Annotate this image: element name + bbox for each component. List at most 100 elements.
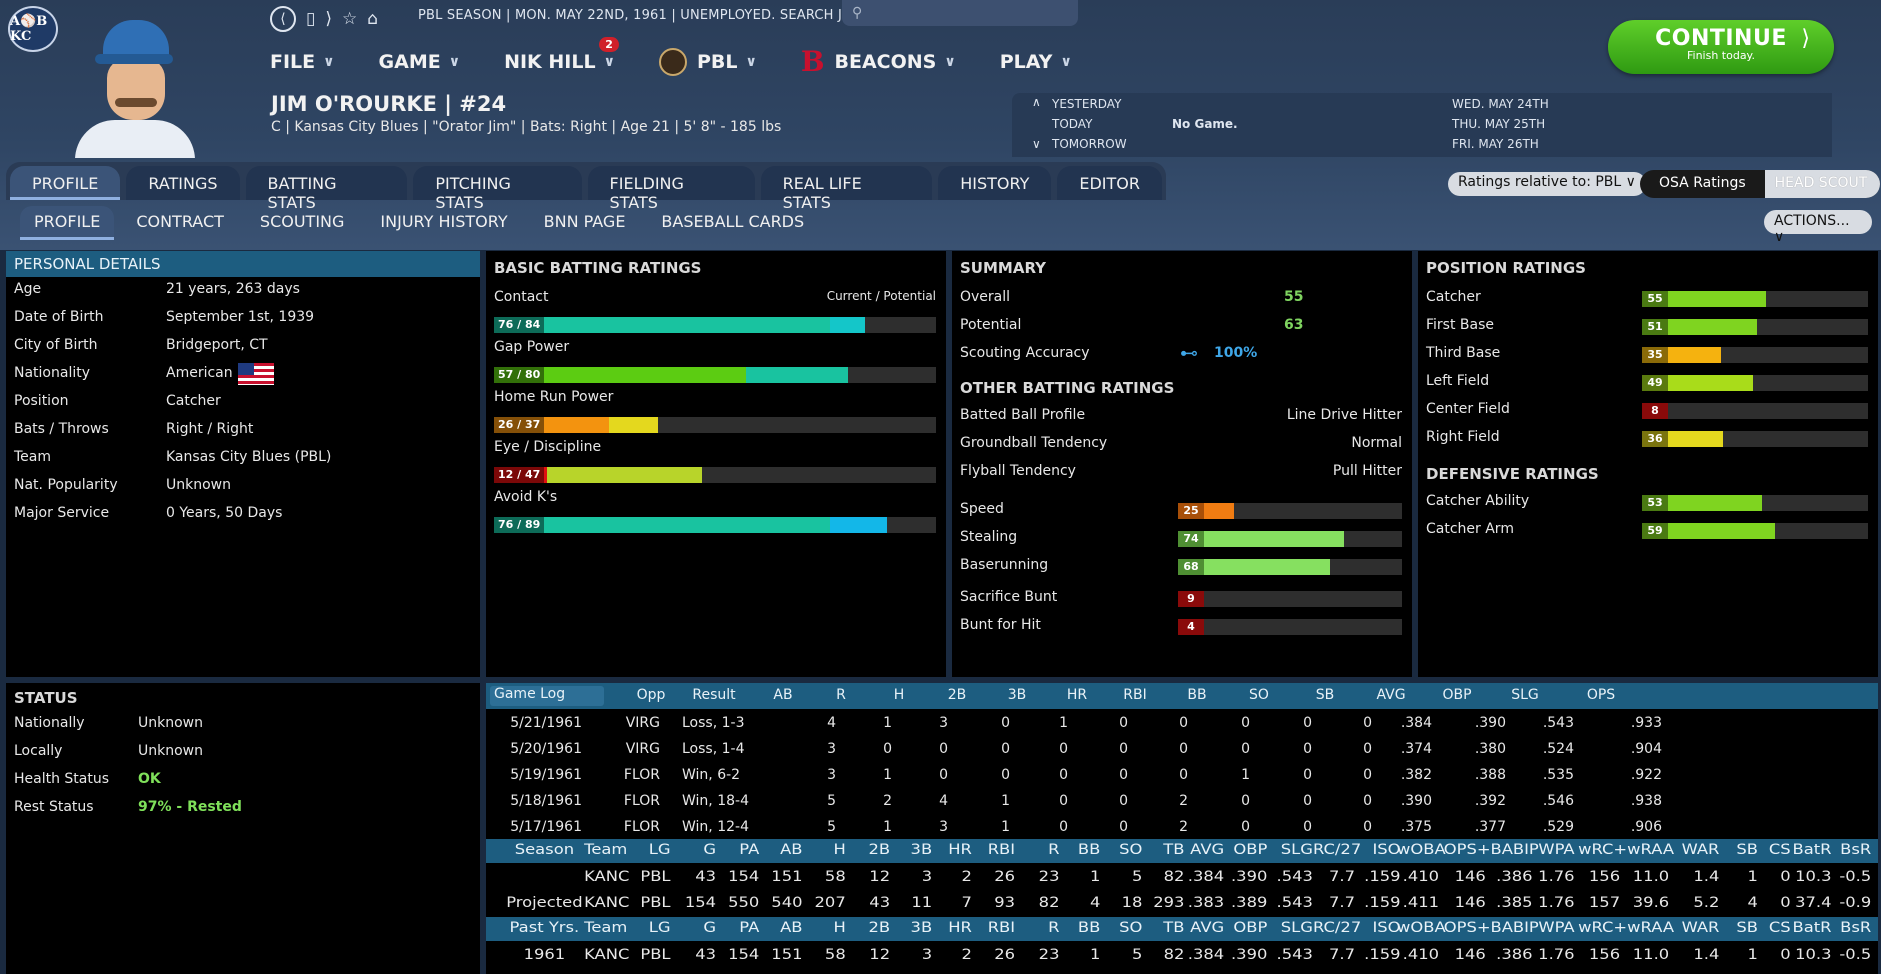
subtab-contract[interactable]: CONTRACT (136, 212, 224, 231)
column-header[interactable]: H (893, 687, 905, 703)
team-logo[interactable]: A⚾B KC (8, 6, 58, 52)
column-header[interactable]: Result (692, 687, 736, 703)
column-header[interactable]: LG (648, 842, 671, 858)
column-header[interactable]: SO (1249, 687, 1269, 703)
column-header[interactable]: BsR (1840, 920, 1872, 936)
ratings-relative-select[interactable]: Ratings relative to: PBL ∨ (1448, 172, 1646, 196)
subtab-baseball-cards[interactable]: BASEBALL CARDS (661, 212, 805, 231)
tab-history[interactable]: HISTORY (938, 166, 1052, 200)
column-header[interactable]: Past Yrs. (509, 920, 580, 936)
column-header[interactable]: 2B (868, 920, 891, 936)
table-row[interactable]: 5/20/1961 VIRG Loss, 1-4 3 0 0 0 0 0 0 0 0 0 .374 .380… (486, 737, 1878, 761)
table-row[interactable]: 1961 KANC PBL 43 154 151 58 12 3 2 26 23 1 5 82.384 .39… (486, 943, 1878, 967)
column-header[interactable]: WAR (1681, 842, 1720, 858)
column-header[interactable]: LG (648, 920, 671, 936)
subtab-scouting[interactable]: SCOUTING (259, 212, 345, 231)
column-header[interactable]: RBI (987, 920, 1016, 936)
column-header[interactable]: SB (1315, 687, 1335, 703)
column-header[interactable]: OPS+ (1443, 920, 1491, 936)
column-header[interactable]: RBI (987, 842, 1016, 858)
table-row[interactable]: Projected KANC PBL 154 550 540 207 43 11 7 93 82 4 18… (486, 891, 1878, 915)
column-header[interactable]: BABIP (1490, 842, 1539, 858)
column-header[interactable]: SB (1736, 842, 1758, 858)
subtab-profile[interactable]: PROFILE (20, 206, 115, 240)
star-icon[interactable]: ☆ (342, 9, 358, 29)
column-header[interactable]: CS (1768, 920, 1791, 936)
column-header[interactable]: AVG (1190, 920, 1225, 936)
schedule-today[interactable]: TODAY (1052, 117, 1093, 131)
column-header[interactable]: SO (1119, 842, 1143, 858)
column-header[interactable]: AB (773, 687, 793, 703)
tab-fielding-stats[interactable]: FIELDING STATS (587, 166, 755, 212)
column-header[interactable]: BatR (1792, 842, 1832, 858)
schedule-yesterday[interactable]: YESTERDAY (1052, 97, 1122, 111)
nav-manager[interactable]: NIK HILL 2 ∨ (504, 37, 619, 73)
back-icon[interactable]: ⟨ (270, 6, 296, 32)
column-header[interactable]: BB (1077, 920, 1101, 936)
column-header[interactable]: wOBA (1397, 842, 1446, 858)
schedule-tomorrow[interactable]: TOMORROW (1052, 137, 1127, 151)
tab-real-life-stats[interactable]: REAL LIFE STATS (760, 166, 933, 212)
column-header[interactable]: RBI (1123, 687, 1147, 703)
column-header[interactable]: wOBA (1397, 920, 1446, 936)
column-header[interactable]: RC/27 (1312, 920, 1362, 936)
column-header[interactable]: CS (1768, 842, 1791, 858)
column-header[interactable]: 3B (1007, 687, 1027, 703)
column-header[interactable]: BatR (1792, 920, 1832, 936)
detail-value[interactable]: Kansas City Blues (PBL) (166, 449, 332, 465)
nav-league[interactable]: PBL ∨ (658, 48, 757, 76)
column-header[interactable]: H (833, 842, 846, 858)
column-header[interactable]: WAR (1681, 920, 1720, 936)
column-header[interactable]: Opp (636, 687, 666, 703)
column-header[interactable]: RC/27 (1312, 842, 1362, 858)
nav-play[interactable]: PLAY ∨ (1000, 51, 1072, 73)
column-header[interactable]: TB (1163, 920, 1185, 936)
column-header[interactable]: OBP (1442, 687, 1472, 703)
column-header[interactable]: OPS (1586, 687, 1616, 703)
column-header[interactable]: 2B (947, 687, 967, 703)
column-header[interactable]: SLG (1511, 687, 1539, 703)
column-header[interactable]: SLG (1280, 920, 1313, 936)
column-header[interactable]: R (1048, 920, 1060, 936)
column-header[interactable]: 3B (910, 920, 933, 936)
column-header[interactable]: wRAA (1627, 842, 1675, 858)
tab-pitching-stats[interactable]: PITCHING STATS (413, 166, 582, 212)
column-header[interactable]: HR (948, 842, 972, 858)
tab-editor[interactable]: EDITOR (1057, 166, 1162, 200)
column-header[interactable]: G (703, 842, 717, 858)
column-header[interactable]: Team (584, 920, 628, 936)
column-header[interactable]: SB (1736, 920, 1758, 936)
tab-profile[interactable]: PROFILE (10, 166, 121, 200)
column-header[interactable]: ISO (1372, 842, 1401, 858)
column-header[interactable]: AVG (1190, 842, 1225, 858)
page-icon[interactable]: ▯ (306, 9, 316, 29)
table-row[interactable]: KANC PBL 43 154 151 58 12 3 2 26 23 1 5 82.384 .390 .54… (486, 865, 1878, 889)
head-scout-button[interactable]: HEAD SCOUT (1764, 170, 1880, 198)
column-header[interactable]: WPA (1538, 842, 1575, 858)
column-header[interactable]: wRAA (1627, 920, 1675, 936)
column-header[interactable]: OBP (1233, 920, 1268, 936)
column-header[interactable]: PA (739, 920, 760, 936)
column-header[interactable]: BsR (1840, 842, 1872, 858)
subtab-injury-history[interactable]: INJURY HISTORY (380, 212, 508, 231)
column-header[interactable]: R (1048, 842, 1060, 858)
subtab-bnn-page[interactable]: BNN PAGE (543, 212, 626, 231)
osa-ratings-button[interactable]: OSA Ratings (1659, 175, 1746, 191)
column-header[interactable]: G (703, 920, 717, 936)
column-header[interactable]: wRC+ (1578, 842, 1628, 858)
continue-button[interactable]: CONTINUE Finish today. ⟩ (1608, 20, 1834, 74)
down-arrow-icon[interactable]: ∨ (1032, 137, 1041, 151)
column-header[interactable]: AB (780, 920, 803, 936)
home-icon[interactable]: ⌂ (367, 9, 379, 29)
column-header[interactable]: H (833, 920, 846, 936)
column-header[interactable]: HR (948, 920, 972, 936)
column-header[interactable]: AB (780, 842, 803, 858)
column-header[interactable]: BB (1077, 842, 1101, 858)
table-row[interactable]: 5/17/1961 FLOR Win, 12-4 5 1 3 1 0 0 2 0 0 0 .375 .377… (486, 815, 1878, 839)
up-arrow-icon[interactable]: ∧ (1032, 95, 1041, 109)
column-header[interactable]: HR (1066, 687, 1088, 703)
nav-team[interactable]: B BEACONS ∨ (801, 48, 956, 76)
table-row[interactable]: 5/21/1961 VIRG Loss, 1-3 4 1 3 0 1 0 0 0 0 0 .384 .390… (486, 711, 1878, 735)
nav-game[interactable]: GAME ∨ (379, 51, 461, 73)
tab-ratings[interactable]: RATINGS (126, 166, 240, 200)
